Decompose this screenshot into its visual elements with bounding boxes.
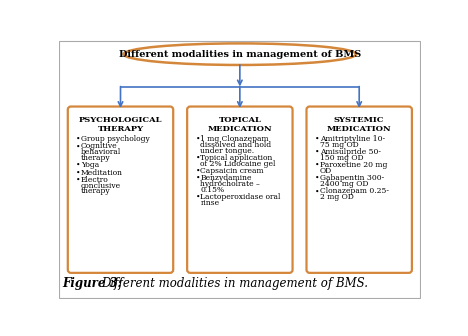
Text: •: • bbox=[76, 135, 81, 143]
Text: hydrocholrate –: hydrocholrate – bbox=[200, 180, 260, 188]
Text: Capsaicin cream: Capsaicin cream bbox=[200, 167, 264, 175]
Text: conclusive: conclusive bbox=[81, 182, 121, 190]
FancyBboxPatch shape bbox=[307, 107, 412, 273]
Text: •: • bbox=[76, 161, 81, 169]
Text: Group psychology: Group psychology bbox=[81, 135, 150, 143]
Text: Benzydamine: Benzydamine bbox=[200, 174, 252, 182]
Text: therapy: therapy bbox=[81, 187, 110, 196]
Text: of 2% Lidocaine gel: of 2% Lidocaine gel bbox=[200, 160, 276, 168]
Text: 1 mg Clonazepam: 1 mg Clonazepam bbox=[200, 135, 269, 143]
Text: •: • bbox=[196, 154, 200, 162]
Text: •: • bbox=[76, 169, 81, 176]
Text: behavioral: behavioral bbox=[81, 148, 121, 156]
Text: Different modalities in management of BMS: Different modalities in management of BM… bbox=[119, 50, 361, 59]
Text: Gabapentin 300-: Gabapentin 300- bbox=[320, 174, 384, 182]
FancyBboxPatch shape bbox=[187, 107, 292, 273]
Text: •: • bbox=[315, 135, 320, 143]
Text: Yoga: Yoga bbox=[81, 161, 99, 169]
Text: Lactoperoxidase oral: Lactoperoxidase oral bbox=[200, 193, 281, 201]
Text: SYSTEMIC
MEDICATION: SYSTEMIC MEDICATION bbox=[327, 116, 392, 133]
FancyBboxPatch shape bbox=[68, 107, 173, 273]
Text: rinse: rinse bbox=[200, 199, 219, 207]
Text: •: • bbox=[196, 174, 200, 182]
Text: Meditation: Meditation bbox=[81, 169, 123, 176]
Text: TOPICAL
MEDICATION: TOPICAL MEDICATION bbox=[207, 116, 272, 133]
Text: Electro: Electro bbox=[81, 176, 109, 184]
Text: Paroxetine 20 mg: Paroxetine 20 mg bbox=[320, 161, 387, 169]
Text: •: • bbox=[76, 142, 81, 150]
Text: 150 mg OD: 150 mg OD bbox=[320, 154, 363, 162]
Text: under tongue.: under tongue. bbox=[200, 146, 255, 155]
Text: •: • bbox=[315, 187, 320, 196]
Text: •: • bbox=[315, 148, 320, 156]
Text: Figure 3:: Figure 3: bbox=[62, 278, 126, 291]
Text: 2400 mg OD: 2400 mg OD bbox=[320, 180, 368, 188]
Text: Clonazepam 0.25-: Clonazepam 0.25- bbox=[320, 187, 389, 196]
Text: Amitriptyline 10-: Amitriptyline 10- bbox=[320, 135, 385, 143]
Text: •: • bbox=[315, 174, 320, 182]
Text: •: • bbox=[315, 161, 320, 169]
Text: OD: OD bbox=[320, 167, 332, 175]
Text: 0.15%: 0.15% bbox=[200, 186, 225, 194]
Text: 75 mg OD: 75 mg OD bbox=[320, 141, 358, 149]
Text: Amisulpride 50-: Amisulpride 50- bbox=[320, 148, 380, 156]
Text: PSYCHOLOGICAL
THERAPY: PSYCHOLOGICAL THERAPY bbox=[79, 116, 162, 133]
Text: Cognitive: Cognitive bbox=[81, 142, 117, 150]
Text: dissolved and hold: dissolved and hold bbox=[200, 141, 271, 149]
Text: Different modalities in management of BMS.: Different modalities in management of BM… bbox=[101, 278, 368, 291]
Text: Topical application: Topical application bbox=[200, 154, 273, 162]
Text: therapy: therapy bbox=[81, 154, 110, 162]
Text: •: • bbox=[196, 167, 200, 175]
Text: •: • bbox=[196, 193, 200, 201]
Text: 2 mg OD: 2 mg OD bbox=[320, 193, 353, 201]
Text: •: • bbox=[196, 135, 200, 143]
Text: •: • bbox=[76, 176, 81, 184]
